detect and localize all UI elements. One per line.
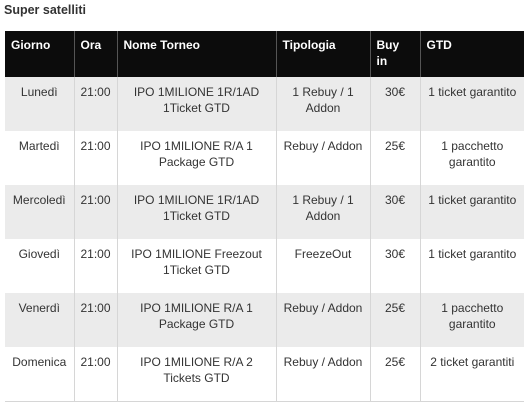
cell-time: 21:00 — [73, 239, 117, 293]
cell-tournament-name: IPO 1MILIONE R/A 2 Tickets GTD — [116, 347, 276, 402]
cell-type: Rebuy / Addon — [275, 131, 370, 185]
cell-gtd: 1 ticket garantito — [419, 185, 524, 239]
cell-gtd: 1 ticket garantito — [419, 239, 524, 293]
cell-day: Giovedì — [18, 247, 60, 261]
table-row: Lunedì 21:00 IPO 1MILIONE 1R/1AD 1Ticket… — [5, 77, 524, 131]
cell-day: Domenica — [5, 347, 74, 402]
section-title: Super satelliti — [4, 3, 86, 17]
table-row: Mercoledì 21:00 IPO 1MILIONE 1R/1AD 1Tic… — [5, 185, 524, 239]
header-type: Tipologia — [275, 31, 370, 77]
cell-tournament-name: IPO 1MILIONE R/A 1 Package GTD — [116, 131, 276, 185]
table-header-row: Giorno Ora Nome Torneo Tipologia Buy in … — [5, 31, 524, 77]
cell-type: 1 Rebuy / 1 Addon — [275, 185, 370, 239]
table-row: Giovedì 21:00 IPO 1MILIONE Freezout 1Tic… — [5, 239, 524, 293]
table-row: Domenica 21:00 IPO 1MILIONE R/A 2 Ticket… — [5, 347, 524, 402]
header-gtd: GTD — [419, 31, 524, 77]
cell-tournament-name: IPO 1MILIONE Freezout 1Ticket GTD — [116, 239, 276, 293]
cell-time: 21:00 — [73, 131, 117, 185]
cell-time: 21:00 — [73, 347, 117, 402]
cell-tournament-name: IPO 1MILIONE R/A 1 Package GTD — [116, 293, 276, 347]
cell-gtd: 1 pacchetto garantito — [419, 131, 524, 185]
cell-time: 21:00 — [73, 293, 117, 347]
cell-buyin: 25€ — [369, 347, 420, 402]
cell-buyin: 25€ — [369, 293, 420, 347]
cell-gtd: 1 ticket garantito — [419, 77, 524, 131]
cell-buyin: 30€ — [369, 185, 420, 239]
cell-tournament-name: IPO 1MILIONE 1R/1AD 1Ticket GTD — [116, 77, 276, 131]
header-time: Ora — [73, 31, 117, 77]
header-day: Giorno — [11, 38, 51, 52]
cell-type: 1 Rebuy / 1 Addon — [275, 77, 370, 131]
cell-buyin: 25€ — [369, 131, 420, 185]
header-tournament-name: Nome Torneo — [116, 31, 276, 77]
table-row: Martedì 21:00 IPO 1MILIONE R/A 1 Package… — [5, 131, 524, 185]
cell-tournament-name: IPO 1MILIONE 1R/1AD 1Ticket GTD — [116, 185, 276, 239]
cell-time: 21:00 — [73, 77, 117, 131]
cell-buyin: 30€ — [369, 77, 420, 131]
cell-day: Lunedì — [20, 85, 58, 99]
cell-day: Martedì — [18, 139, 60, 153]
cell-time: 21:00 — [73, 185, 117, 239]
cell-day: Venerdì — [18, 301, 60, 315]
cell-gtd: 2 ticket garantiti — [419, 347, 524, 402]
cell-gtd: 1 pacchetto garantito — [419, 293, 524, 347]
cell-type: Rebuy / Addon — [275, 293, 370, 347]
cell-buyin: 30€ — [369, 239, 420, 293]
header-buyin: Buy in — [369, 31, 420, 77]
satellites-table: Giorno Ora Nome Torneo Tipologia Buy in … — [5, 31, 524, 402]
cell-day: Mercoledì — [12, 193, 66, 207]
table-row: Venerdì 21:00 IPO 1MILIONE R/A 1 Package… — [5, 293, 524, 347]
cell-type: FreezeOut — [275, 239, 370, 293]
cell-type: Rebuy / Addon — [275, 347, 370, 402]
